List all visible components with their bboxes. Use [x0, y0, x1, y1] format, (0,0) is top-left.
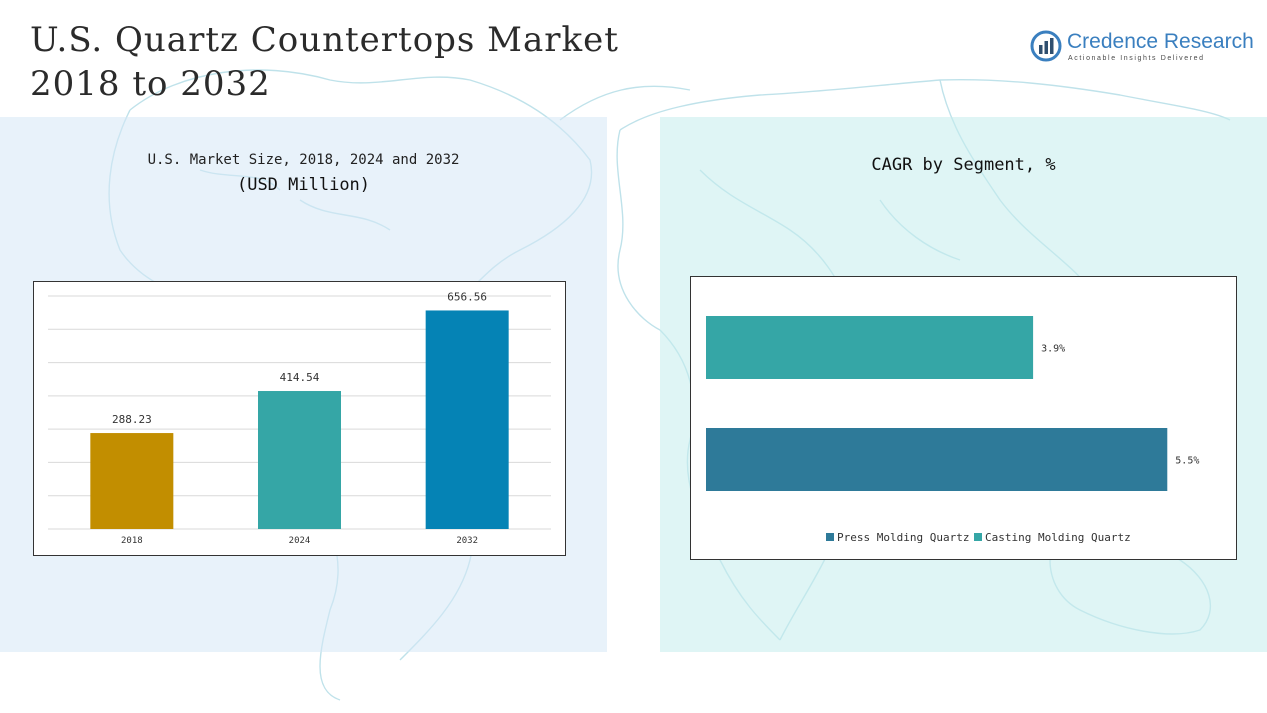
legend-swatch	[826, 533, 834, 541]
hbar-casting-molding-quartz	[706, 316, 1034, 379]
bar-value-label: 414.54	[280, 371, 320, 384]
legend-label: Press Molding Quartz	[837, 531, 969, 544]
hbar-value-label: 3.9%	[1041, 344, 1065, 355]
credence-research-logo: Credence Research Actionable Insights De…	[1030, 28, 1254, 68]
page-title-line1: U.S. Quartz Countertops Market	[30, 20, 619, 60]
page-title-line2: 2018 to 2032	[30, 64, 271, 104]
hbar-press-molding-quartz	[706, 428, 1168, 491]
logo-tagline: Actionable Insights Delivered	[1068, 55, 1205, 62]
x-tick-label: 2018	[121, 536, 143, 546]
hbar-value-label: 5.5%	[1175, 456, 1199, 467]
bar-chart-circle-icon	[1030, 30, 1062, 62]
bar-value-label: 656.56	[447, 290, 487, 303]
cagr-title: CAGR by Segment, %	[871, 155, 1056, 175]
market-size-subtitle: U.S. Market Size, 2018, 2024 and 2032	[147, 152, 460, 168]
market-size-chart: 288.23 2018 414.54 2024 656.56 2032	[33, 281, 566, 556]
market-size-unit: (USD Million)	[236, 175, 371, 195]
cagr-chart: 3.9% 5.5% Press Molding Quartz Casting Mold…	[690, 276, 1237, 560]
bar-value-label: 288.23	[112, 413, 152, 426]
cagr-hbar-chart: 3.9% 5.5% Press Molding Quartz Casting Mold…	[706, 316, 1199, 544]
legend-label: Casting Molding Quartz	[985, 531, 1131, 544]
legend-swatch	[974, 533, 982, 541]
market-size-bar-chart: 288.23 2018 414.54 2024 656.56 2032	[48, 290, 551, 546]
x-tick-label: 2024	[289, 536, 311, 546]
bar-2024	[258, 391, 341, 529]
bar-2032	[425, 310, 509, 529]
page-title: U.S. Quartz Countertops Market 2018 to 2…	[30, 18, 619, 106]
x-tick-label: 2032	[456, 536, 478, 546]
logo-name: Credence Research	[1067, 30, 1254, 53]
bar-2018	[90, 433, 174, 529]
